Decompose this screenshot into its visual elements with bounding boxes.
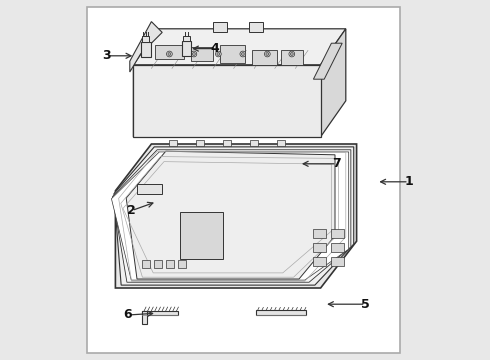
- Polygon shape: [154, 260, 162, 268]
- Polygon shape: [113, 150, 351, 282]
- Polygon shape: [314, 229, 326, 238]
- Polygon shape: [248, 156, 254, 167]
- Polygon shape: [231, 156, 236, 167]
- Polygon shape: [331, 257, 344, 266]
- Polygon shape: [221, 156, 227, 167]
- Circle shape: [191, 51, 197, 57]
- Polygon shape: [281, 50, 303, 65]
- Polygon shape: [216, 152, 274, 169]
- Polygon shape: [331, 229, 344, 238]
- Polygon shape: [314, 43, 342, 79]
- Circle shape: [265, 51, 270, 57]
- Polygon shape: [130, 22, 162, 72]
- Polygon shape: [143, 311, 178, 315]
- Polygon shape: [183, 36, 190, 41]
- Polygon shape: [180, 212, 223, 259]
- Polygon shape: [182, 41, 191, 56]
- Polygon shape: [133, 65, 320, 137]
- Polygon shape: [258, 156, 263, 167]
- Circle shape: [240, 51, 245, 57]
- Text: 1: 1: [404, 175, 413, 188]
- Polygon shape: [267, 156, 271, 167]
- Circle shape: [193, 53, 196, 55]
- Text: 4: 4: [210, 42, 219, 55]
- Polygon shape: [320, 29, 346, 137]
- Text: 3: 3: [102, 49, 111, 62]
- Polygon shape: [111, 152, 349, 280]
- Polygon shape: [157, 180, 166, 184]
- Polygon shape: [256, 310, 306, 315]
- Circle shape: [242, 53, 245, 55]
- Polygon shape: [240, 156, 245, 167]
- Polygon shape: [191, 155, 202, 167]
- Text: 2: 2: [127, 204, 136, 217]
- Polygon shape: [220, 45, 245, 63]
- Polygon shape: [213, 22, 227, 32]
- Polygon shape: [133, 29, 159, 137]
- Circle shape: [217, 53, 220, 55]
- Text: 6: 6: [123, 309, 132, 321]
- Circle shape: [291, 53, 293, 55]
- Circle shape: [168, 53, 171, 55]
- Polygon shape: [143, 260, 150, 268]
- Polygon shape: [314, 243, 326, 252]
- Circle shape: [216, 51, 221, 57]
- Polygon shape: [133, 29, 346, 65]
- Polygon shape: [277, 140, 285, 146]
- Text: 5: 5: [361, 298, 370, 311]
- Circle shape: [167, 51, 172, 57]
- Polygon shape: [143, 36, 149, 42]
- Bar: [87, 7, 400, 353]
- Polygon shape: [331, 243, 344, 252]
- Polygon shape: [137, 184, 162, 194]
- Polygon shape: [143, 311, 147, 324]
- Polygon shape: [126, 151, 335, 279]
- Polygon shape: [178, 260, 186, 268]
- Polygon shape: [116, 144, 357, 288]
- Polygon shape: [141, 42, 151, 57]
- Polygon shape: [155, 45, 184, 59]
- Polygon shape: [167, 260, 174, 268]
- Polygon shape: [170, 140, 176, 146]
- Polygon shape: [191, 47, 213, 61]
- Polygon shape: [314, 257, 326, 266]
- Polygon shape: [196, 140, 204, 146]
- Polygon shape: [250, 140, 258, 146]
- Text: 7: 7: [332, 157, 341, 170]
- Polygon shape: [114, 147, 354, 285]
- Polygon shape: [252, 50, 277, 65]
- Circle shape: [289, 51, 294, 57]
- Polygon shape: [223, 140, 231, 146]
- Circle shape: [266, 53, 269, 55]
- Polygon shape: [248, 22, 263, 32]
